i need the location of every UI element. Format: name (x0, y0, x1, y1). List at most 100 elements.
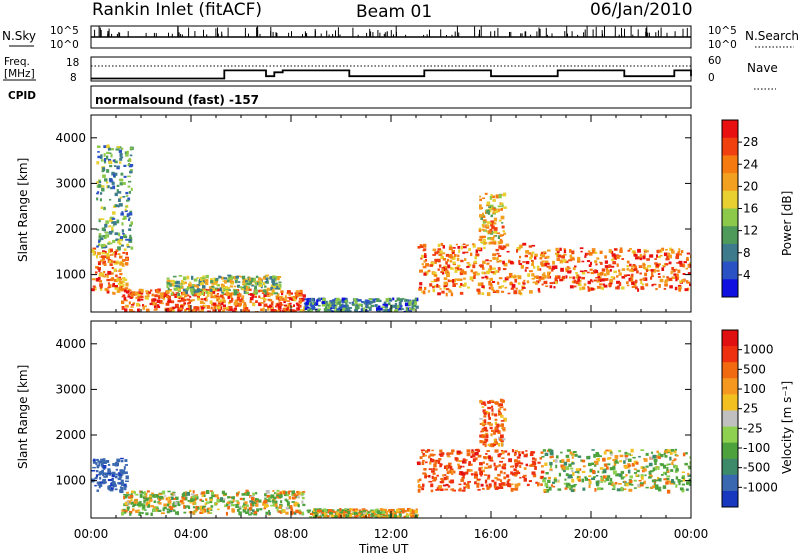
heatmap-cell-0 (100, 472, 104, 475)
heatmap-cell-2 (378, 514, 380, 518)
heatmap-cell-5 (478, 264, 482, 267)
heatmap-cell-3 (471, 451, 475, 454)
heatmap-cell-0 (113, 268, 117, 273)
heatmap-cell-2 (193, 306, 197, 310)
heatmap-cell-0 (99, 476, 102, 480)
heatmap-cell-0 (120, 457, 124, 460)
heatmap-cell-1 (192, 495, 196, 497)
heatmap-cell-7 (665, 248, 668, 251)
heatmap-cell-1 (140, 503, 144, 507)
heatmap-cell-7 (597, 275, 600, 279)
n-tick-left-bottom: 10^0 (50, 39, 79, 51)
heatmap-cell-5 (421, 254, 424, 259)
heatmap-cell-1 (259, 508, 263, 511)
heatmap-cell-3 (440, 452, 445, 455)
heatmap-cell-7 (610, 276, 615, 279)
heatmap-cell-4 (412, 304, 416, 308)
heatmap-cell-5 (663, 464, 667, 469)
heatmap-cell-1 (249, 500, 253, 503)
heatmap-cell-5 (625, 474, 628, 477)
heatmap-cell-4 (494, 428, 499, 433)
heatmap-cell-3 (249, 278, 252, 282)
heatmap-cell-2 (270, 302, 274, 306)
heatmap-cell-3 (251, 281, 256, 283)
heatmap-cell-7 (587, 288, 591, 292)
heatmap-cell-1 (121, 222, 124, 226)
heatmap-cell-4 (487, 421, 492, 425)
heatmap-cell-3 (438, 453, 442, 456)
heatmap-cell-3 (523, 474, 527, 477)
velocity-colorbar-label: Velocity [m s⁻¹] (780, 381, 794, 474)
heatmap-cell-2 (290, 292, 293, 295)
heatmap-cell-7 (687, 264, 690, 268)
heatmap-cell-1 (108, 225, 112, 228)
heatmap-cell-5 (648, 470, 652, 475)
heatmap-cell-5 (609, 481, 614, 484)
colorbar-swatch (722, 490, 738, 508)
heatmap-cell-3 (495, 465, 499, 468)
heatmap-cell-0 (106, 290, 110, 294)
heatmap-cell-7 (620, 286, 625, 290)
heatmap-cell-1 (265, 502, 269, 505)
heatmap-cell-7 (599, 250, 603, 254)
heatmap-cell-3 (197, 292, 202, 297)
heatmap-cell-5 (506, 250, 510, 253)
heatmap-cell-5 (430, 280, 435, 283)
heatmap-cell-7 (646, 258, 650, 261)
heatmap-cell-3 (485, 453, 488, 455)
heatmap-cell-3 (496, 478, 501, 481)
heatmap-cell-3 (498, 464, 501, 467)
heatmap-cell-4 (340, 305, 345, 308)
heatmap-cell-1 (129, 512, 132, 516)
heatmap-cell-1 (105, 220, 109, 224)
heatmap-cell-7 (547, 271, 552, 274)
heatmap-cell-5 (548, 450, 551, 453)
heatmap-cell-5 (688, 480, 691, 484)
heatmap-cell-3 (442, 474, 447, 476)
heatmap-cell-2 (174, 295, 178, 298)
cpid-label: CPID (8, 90, 36, 102)
heatmap-cell-2 (355, 509, 358, 512)
heatmap-cell-7 (553, 286, 556, 289)
heatmap-cell-1 (147, 497, 151, 501)
heatmap-cell-2 (359, 510, 362, 513)
heatmap-cell-1 (231, 508, 235, 512)
heatmap-cell-7 (670, 270, 673, 275)
heatmap-cell-5 (660, 474, 664, 476)
heatmap-cell-6 (478, 227, 482, 230)
heatmap-cell-1 (275, 492, 278, 495)
heatmap-cell-1 (226, 503, 230, 507)
heatmap-cell-2 (152, 298, 157, 302)
heatmap-cell-6 (490, 220, 495, 224)
heatmap-cell-1 (226, 501, 230, 505)
heatmap-cell-2 (136, 302, 140, 307)
heatmap-cell-7 (610, 250, 614, 254)
heatmap-cell-1 (112, 221, 117, 224)
heatmap-cell-4 (315, 302, 319, 306)
heatmap-cell-7 (557, 254, 562, 258)
heatmap-cell-2 (220, 306, 223, 310)
heatmap-cell-7 (675, 253, 680, 258)
heatmap-cell-2 (139, 288, 142, 292)
heatmap-cell-0 (92, 478, 96, 482)
heatmap-cell-4 (341, 297, 346, 302)
heatmap-cell-2 (217, 288, 222, 292)
heatmap-cell-1 (106, 185, 109, 189)
heatmap-cell-0 (100, 458, 104, 463)
heatmap-cell-5 (432, 285, 435, 289)
heatmap-cell-5 (452, 261, 456, 265)
heatmap-cell-3 (428, 480, 433, 483)
heatmap-cell-5 (437, 268, 440, 271)
heatmap-cell-3 (192, 284, 195, 288)
heatmap-cell-5 (448, 289, 452, 292)
heatmap-cell-5 (550, 449, 554, 453)
heatmap-cell-5 (477, 282, 482, 287)
heatmap-cell-3 (255, 275, 259, 279)
heatmap-cell-1 (130, 246, 134, 250)
heatmap-cell-5 (640, 449, 645, 451)
heatmap-cell-3 (214, 281, 218, 284)
heatmap-cell-3 (237, 284, 241, 288)
colorbar-tick-label: 24 (743, 157, 758, 171)
heatmap-cell-4 (336, 309, 340, 312)
heatmap-cell-4 (353, 298, 357, 302)
